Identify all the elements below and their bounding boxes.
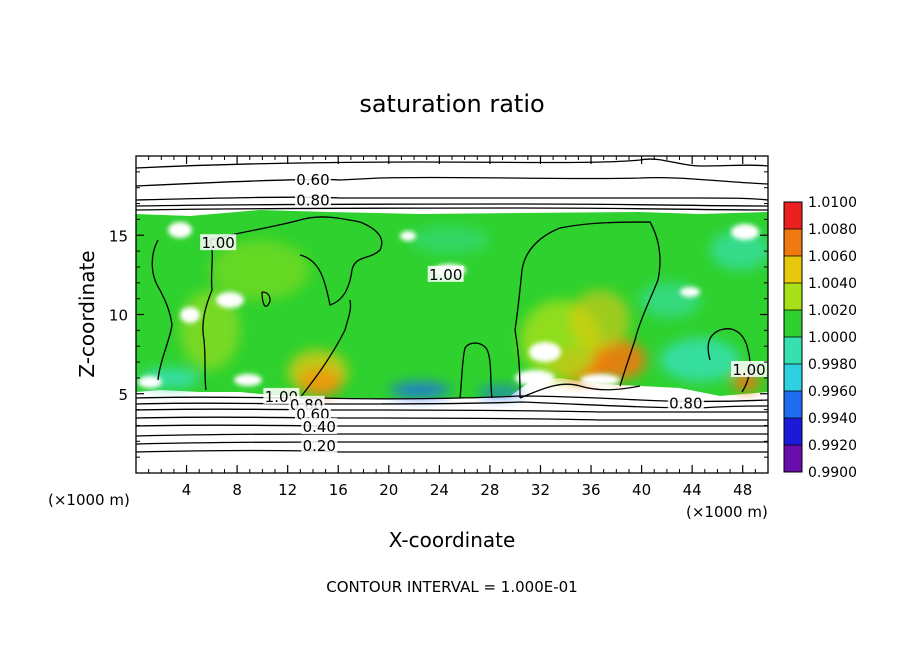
colorbar-swatch [784, 283, 802, 310]
contour-label: 1.00 [201, 234, 234, 252]
colorbar-label: 0.9940 [808, 411, 857, 427]
contour-labels: 0.600.801.001.001.000.800.600.400.200.80… [200, 170, 768, 455]
colorbar-swatch [784, 418, 802, 445]
colorbar-label: 0.9960 [808, 384, 857, 400]
y-tick-label: 5 [118, 386, 128, 404]
x-tick-label: 48 [733, 481, 752, 499]
contour-label: 1.00 [429, 266, 462, 284]
y-axis-label: Z-coordinate [75, 250, 99, 377]
colorbar-swatch [784, 310, 802, 337]
x-origin-unit-label: (×1000 m) [48, 491, 130, 509]
colorbar-swatch [784, 229, 802, 256]
y-tick-label: 10 [109, 307, 128, 325]
colorbar-swatch [784, 391, 802, 418]
x-tick-label: 20 [379, 481, 398, 499]
contour-label-bg [427, 265, 464, 282]
contour-label: 0.40 [303, 418, 336, 436]
contour-label-bg [294, 170, 331, 187]
x-axis-label: X-coordinate [389, 528, 516, 552]
y-tick-label: 15 [109, 227, 128, 245]
plot-area: 0.600.801.001.001.000.800.600.400.200.80… [136, 156, 768, 473]
contour-label-bg [294, 191, 331, 208]
colorbar-label: 0.9920 [808, 438, 857, 454]
x-tick-label: 32 [531, 481, 550, 499]
colorbar-swatch [784, 364, 802, 391]
colorbar-label: 1.0000 [808, 330, 857, 346]
contour-label: 0.20 [303, 437, 336, 455]
x-tick-label: 8 [232, 481, 242, 499]
unsaturated-holes [138, 222, 759, 388]
colorbar-swatch [784, 256, 802, 283]
x-axis-unit-label: (×1000 m) [686, 503, 768, 521]
contour-label-bg [731, 360, 768, 377]
x-tick-label: 44 [683, 481, 702, 499]
contour-label-bg [294, 405, 331, 422]
y-axis: 5 10 15 [109, 171, 768, 458]
x-tick-label: 12 [278, 481, 297, 499]
x-tick-label: 4 [182, 481, 192, 499]
shading-blobs [140, 226, 768, 398]
x-tick-label: 28 [480, 481, 499, 499]
colorbar-label: 1.0080 [808, 222, 857, 238]
colorbar-label: 1.0020 [808, 303, 857, 319]
colorbar-swatch [784, 202, 802, 229]
x-tick-label: 16 [329, 481, 348, 499]
contour-label-bg [200, 234, 237, 251]
contour-label: 0.80 [296, 191, 329, 209]
contour-interval-note: CONTOUR INTERVAL = 1.000E-01 [326, 578, 577, 596]
contour-label-bg [301, 437, 338, 454]
contour-label: 0.60 [296, 171, 329, 189]
colorbar-label: 0.9980 [808, 357, 857, 373]
contour-label-bg [301, 418, 338, 435]
chart-title: saturation ratio [359, 90, 544, 118]
contour-label: 0.80 [669, 394, 702, 412]
x-tick-label: 24 [430, 481, 449, 499]
x-tick-label: 40 [632, 481, 651, 499]
colorbar-label: 1.0100 [808, 195, 857, 211]
colorbar-label: 1.0040 [808, 276, 857, 292]
colorbar-swatch [784, 445, 802, 472]
x-tick-label: 36 [581, 481, 600, 499]
colorbar-swatch [784, 337, 802, 364]
colorbar-label: 1.0060 [808, 249, 857, 265]
x-axis: 4 8 12 16 20 24 28 32 36 40 44 48 [148, 156, 756, 499]
contour-label: 1.00 [732, 361, 765, 379]
colorbar: 0.9900 0.9920 0.9940 0.9960 0.9980 1.0000 1.00… [783, 195, 857, 481]
contour-label-bg [667, 394, 704, 411]
contour-lines [136, 158, 768, 453]
colorbar-label: 0.9900 [808, 465, 857, 481]
